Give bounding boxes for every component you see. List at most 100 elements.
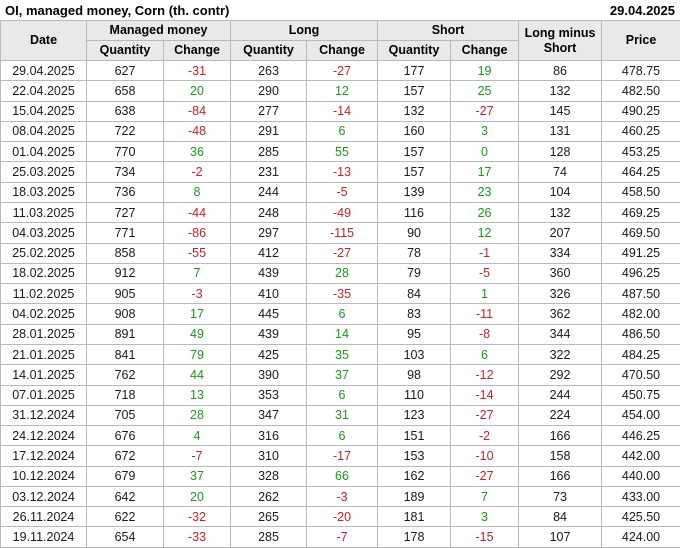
date-cell: 03.12.2024 (0, 485, 87, 508)
mm-change-cell: 49 (163, 323, 231, 345)
mm-change-cell: 4 (163, 425, 231, 447)
short-change-cell: 25 (450, 80, 520, 102)
mm-change-cell: 7 (163, 262, 231, 285)
long-quantity-cell: 277 (230, 100, 307, 122)
mm-change-cell: -7 (163, 445, 231, 467)
mm-quantity-cell: 912 (86, 262, 164, 285)
date-cell: 25.03.2025 (0, 161, 87, 183)
short-change-cell: -14 (450, 384, 520, 406)
short-quantity-cell: 103 (377, 343, 452, 366)
col-header-short-change: Change (450, 40, 520, 61)
long-quantity-cell: 412 (230, 242, 307, 264)
long-change-cell: -35 (305, 283, 379, 305)
price-cell: 484.25 (601, 343, 680, 366)
long-quantity-cell: 285 (230, 141, 307, 163)
mm-change-cell: 36 (163, 141, 231, 163)
short-quantity-cell: 151 (377, 425, 452, 447)
mm-quantity-cell: 770 (86, 141, 164, 163)
mm-quantity-cell: 841 (86, 343, 164, 366)
table-row: 07.01.2025 718 13 353 6 110 -14 244 450.75 (0, 384, 680, 406)
date-cell: 22.04.2025 (0, 80, 87, 102)
short-change-cell: -10 (450, 445, 520, 467)
long-change-cell: -7 (305, 526, 379, 548)
short-quantity-cell: 162 (377, 465, 452, 487)
table-body: 29.04.2025 627 -31 263 -27 177 19 86 478.75 22.04… (0, 59, 680, 548)
net-cell: 166 (518, 465, 603, 487)
long-change-cell: -27 (305, 242, 379, 264)
long-change-cell: -49 (305, 201, 379, 224)
long-quantity-cell: 244 (230, 181, 307, 203)
net-cell: 86 (518, 59, 603, 82)
long-quantity-cell: 310 (230, 445, 307, 467)
table-row: 01.04.2025 770 36 285 55 157 0 128 453.25 (0, 141, 680, 163)
long-change-cell: -3 (305, 485, 379, 508)
short-change-cell: 12 (450, 222, 520, 244)
col-header-mm-quantity: Quantity (86, 40, 164, 61)
date-cell: 18.02.2025 (0, 262, 87, 285)
price-cell: 458.50 (601, 181, 680, 203)
mm-quantity-cell: 672 (86, 445, 164, 467)
long-change-cell: -27 (305, 59, 379, 82)
price-cell: 450.75 (601, 384, 680, 406)
date-cell: 10.12.2024 (0, 465, 87, 487)
net-cell: 166 (518, 425, 603, 447)
date-cell: 04.02.2025 (0, 303, 87, 325)
mm-change-cell: -31 (163, 59, 231, 82)
price-cell: 482.50 (601, 80, 680, 102)
short-quantity-cell: 98 (377, 364, 452, 386)
price-cell: 469.50 (601, 222, 680, 244)
long-quantity-cell: 316 (230, 425, 307, 447)
short-change-cell: 3 (450, 506, 520, 528)
net-cell: 73 (518, 485, 603, 508)
date-cell: 28.01.2025 (0, 323, 87, 345)
short-change-cell: 0 (450, 141, 520, 163)
col-group-short: Short (377, 20, 520, 41)
table-row: 04.03.2025 771 -86 297 -115 90 12 207 469.50 (0, 222, 680, 244)
table-header: Date Managed money Long Short Long minus… (0, 20, 680, 61)
long-change-cell: 28 (305, 262, 379, 285)
mm-quantity-cell: 627 (86, 59, 164, 82)
short-quantity-cell: 110 (377, 384, 452, 406)
date-cell: 15.04.2025 (0, 100, 87, 122)
table-row: 18.02.2025 912 7 439 28 79 -5 360 496.25 (0, 262, 680, 285)
col-group-managed-money: Managed money (86, 20, 231, 41)
short-change-cell: -27 (450, 465, 520, 487)
short-change-cell: -8 (450, 323, 520, 345)
price-cell: 453.25 (601, 141, 680, 163)
short-change-cell: 7 (450, 485, 520, 508)
date-cell: 29.04.2025 (0, 59, 87, 82)
mm-change-cell: 79 (163, 343, 231, 366)
short-change-cell: -1 (450, 242, 520, 264)
date-cell: 11.03.2025 (0, 201, 87, 224)
table-row: 25.03.2025 734 -2 231 -13 157 17 74 464.25 (0, 161, 680, 183)
short-change-cell: 6 (450, 343, 520, 366)
net-cell: 74 (518, 161, 603, 183)
short-change-cell: -27 (450, 100, 520, 122)
mm-quantity-cell: 858 (86, 242, 164, 264)
long-quantity-cell: 265 (230, 506, 307, 528)
long-change-cell: -5 (305, 181, 379, 203)
mm-quantity-cell: 654 (86, 526, 164, 548)
long-quantity-cell: 439 (230, 323, 307, 345)
table-row: 19.11.2024 654 -33 285 -7 178 -15 107 424.00 (0, 526, 680, 548)
price-cell: 433.00 (601, 485, 680, 508)
date-cell: 19.11.2024 (0, 526, 87, 548)
long-quantity-cell: 263 (230, 59, 307, 82)
price-cell: 454.00 (601, 404, 680, 427)
col-header-price: Price (601, 20, 680, 61)
mm-change-cell: -84 (163, 100, 231, 122)
mm-quantity-cell: 676 (86, 425, 164, 447)
mm-quantity-cell: 762 (86, 364, 164, 386)
date-cell: 01.04.2025 (0, 141, 87, 163)
date-cell: 25.02.2025 (0, 242, 87, 264)
long-change-cell: 6 (305, 425, 379, 447)
short-change-cell: 19 (450, 59, 520, 82)
net-cell: 84 (518, 506, 603, 528)
table-row: 31.12.2024 705 28 347 31 123 -27 224 454.00 (0, 404, 680, 427)
mm-change-cell: 20 (163, 485, 231, 508)
net-cell: 131 (518, 120, 603, 143)
short-quantity-cell: 90 (377, 222, 452, 244)
mm-change-cell: -33 (163, 526, 231, 548)
date-cell: 26.11.2024 (0, 506, 87, 528)
price-cell: 478.75 (601, 59, 680, 82)
